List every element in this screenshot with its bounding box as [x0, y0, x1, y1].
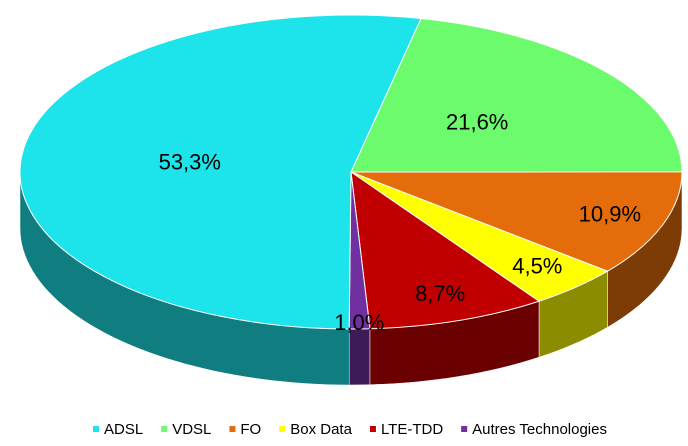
legend-label: ADSL: [104, 421, 143, 438]
legend-label: LTE-TDD: [381, 421, 443, 438]
legend-swatch: [279, 426, 286, 432]
data-label: 53,3%: [159, 149, 221, 174]
data-label: 1,0%: [334, 310, 384, 335]
pie-sides: [19, 171, 683, 386]
legend-swatch: [161, 426, 168, 432]
legend-label: Box Data: [290, 421, 352, 438]
legend-label: VDSL: [172, 421, 211, 438]
pie-tops: [19, 14, 683, 330]
legend-swatch: [93, 426, 100, 432]
slice-side: [348, 328, 371, 386]
data-label: 4,5%: [512, 254, 562, 279]
legend-label: Autres Technologies: [472, 421, 607, 438]
data-label: 21,6%: [446, 109, 508, 134]
legend-swatch: [369, 426, 376, 432]
slice: [350, 18, 683, 173]
legend-swatch: [229, 426, 236, 432]
legend: ADSL VDSL FO Box Data LTE-TDD Autres Technolo…: [93, 421, 607, 438]
legend-swatch: [461, 426, 468, 432]
data-label: 8,7%: [415, 281, 465, 306]
slice: [350, 171, 683, 272]
slice: [350, 170, 541, 330]
data-label: 10,9%: [579, 201, 641, 226]
legend-label: FO: [240, 421, 261, 438]
slice: [19, 14, 422, 330]
